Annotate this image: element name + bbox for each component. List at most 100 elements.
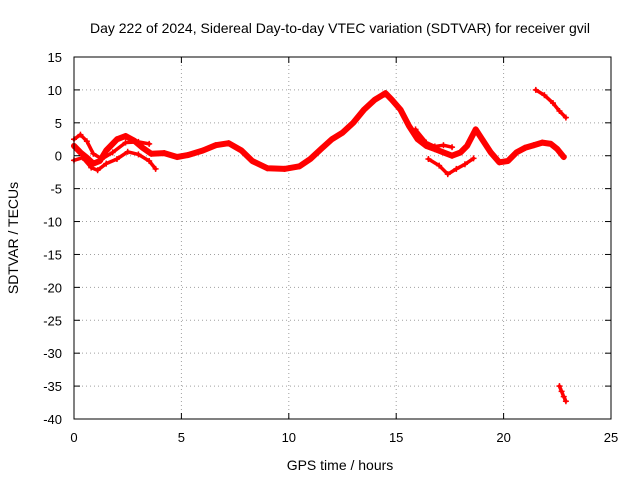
x-tick-label: 0 bbox=[70, 430, 77, 445]
data-point bbox=[547, 140, 554, 147]
data-point bbox=[554, 146, 561, 153]
data-point bbox=[264, 165, 271, 172]
data-point bbox=[94, 167, 101, 174]
tick-layer: 0 5 10 15 20 25 15 10 5 0 -5 -10 -15 -20 -25 -30 -35 -40 bbox=[43, 50, 618, 445]
y-tick-label: 5 bbox=[55, 116, 62, 131]
data-point bbox=[382, 90, 389, 97]
data-point bbox=[388, 96, 395, 103]
y-tick-label: -5 bbox=[50, 182, 62, 197]
data-point bbox=[556, 107, 563, 114]
data-point bbox=[560, 393, 567, 400]
data-point bbox=[281, 165, 288, 172]
data-point bbox=[90, 150, 97, 157]
y-tick-label: -25 bbox=[43, 313, 62, 328]
data-point bbox=[532, 86, 539, 93]
data-point bbox=[113, 156, 120, 163]
data-point bbox=[77, 131, 84, 138]
x-tick-label: 15 bbox=[389, 430, 403, 445]
y-tick-label: -20 bbox=[43, 280, 62, 295]
data-point bbox=[152, 165, 159, 172]
data-point bbox=[449, 144, 456, 151]
data-point bbox=[414, 136, 421, 143]
data-point bbox=[103, 147, 110, 154]
data-point bbox=[444, 171, 451, 178]
data-point bbox=[453, 165, 460, 172]
data-point bbox=[440, 142, 447, 149]
data-point bbox=[472, 126, 479, 133]
data-point bbox=[98, 156, 105, 163]
data-point bbox=[562, 114, 569, 121]
data-point bbox=[440, 149, 447, 156]
data-point bbox=[249, 157, 256, 164]
chart-title: Day 222 of 2024, Sidereal Day-to-day VTE… bbox=[90, 20, 590, 36]
x-tick-label: 25 bbox=[604, 430, 618, 445]
data-point bbox=[539, 139, 546, 146]
series-track-outlier bbox=[557, 384, 568, 403]
data-point bbox=[530, 142, 537, 149]
data-point bbox=[307, 156, 314, 163]
series-layer bbox=[71, 86, 569, 405]
data-point bbox=[174, 154, 181, 161]
data-point bbox=[431, 143, 438, 150]
x-tick-label: 5 bbox=[178, 430, 185, 445]
data-point bbox=[184, 152, 191, 159]
data-point bbox=[109, 149, 116, 156]
data-point bbox=[113, 136, 120, 143]
data-point bbox=[412, 126, 419, 133]
data-point bbox=[550, 100, 557, 107]
data-point bbox=[146, 140, 153, 147]
y-tick-label: -15 bbox=[43, 247, 62, 262]
data-point bbox=[339, 129, 346, 136]
data-point bbox=[487, 149, 494, 156]
series-track-lower-b bbox=[426, 156, 476, 176]
data-point bbox=[558, 388, 565, 395]
data-point bbox=[504, 157, 511, 164]
data-point bbox=[513, 149, 520, 156]
y-tick-label: 0 bbox=[55, 149, 62, 164]
data-point bbox=[83, 138, 90, 145]
data-point bbox=[212, 142, 219, 149]
y-tick-label: -30 bbox=[43, 346, 62, 361]
data-point bbox=[560, 154, 567, 161]
y-tick-label: -40 bbox=[43, 412, 62, 427]
data-point bbox=[124, 148, 131, 155]
data-point bbox=[238, 147, 245, 154]
data-point bbox=[464, 142, 471, 149]
data-point bbox=[161, 150, 168, 157]
x-tick-label: 10 bbox=[282, 430, 296, 445]
data-point bbox=[139, 144, 146, 151]
series-track-lower-a bbox=[72, 150, 158, 172]
data-point bbox=[406, 123, 413, 130]
data-point bbox=[328, 136, 335, 143]
data-point bbox=[562, 398, 569, 405]
data-point bbox=[199, 147, 206, 154]
data-point bbox=[296, 163, 303, 170]
data-point bbox=[496, 159, 503, 166]
data-point bbox=[371, 96, 378, 103]
y-tick-label: 10 bbox=[48, 83, 62, 98]
data-point bbox=[423, 139, 430, 146]
data-point bbox=[461, 161, 468, 168]
data-point bbox=[470, 155, 477, 162]
y-tick-label: -35 bbox=[43, 379, 62, 394]
data-point bbox=[122, 139, 129, 146]
y-axis-label: SDTVAR / TECUs bbox=[5, 182, 21, 294]
data-point bbox=[350, 119, 357, 126]
data-point bbox=[148, 150, 155, 157]
data-point bbox=[541, 92, 548, 99]
grid-layer bbox=[74, 57, 611, 419]
data-point bbox=[449, 152, 456, 159]
data-point bbox=[360, 106, 367, 113]
data-point bbox=[397, 106, 404, 113]
data-point bbox=[122, 132, 129, 139]
data-point bbox=[318, 146, 325, 153]
data-point bbox=[146, 157, 153, 164]
data-point bbox=[556, 383, 563, 390]
data-point bbox=[457, 149, 464, 156]
data-point bbox=[90, 160, 97, 167]
data-point bbox=[79, 154, 86, 161]
data-point bbox=[88, 164, 95, 171]
data-point bbox=[135, 151, 142, 158]
